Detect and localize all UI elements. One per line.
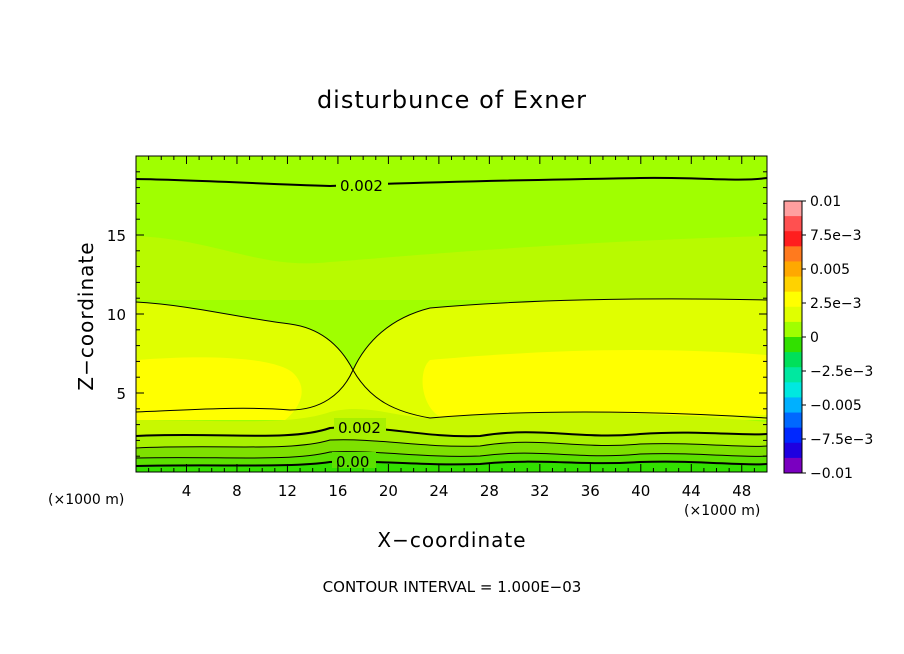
contour-line-lower-1: [136, 426, 767, 438]
colorbar-swatch: [784, 427, 802, 444]
band-core-left: [136, 357, 302, 420]
x-tick-label: 16: [328, 482, 347, 500]
contour-line-lower-4: [136, 460, 767, 467]
colorbar-label: −0.005: [810, 398, 862, 414]
colorbar-swatch: [784, 397, 802, 414]
colorbar-swatch: [784, 382, 802, 398]
x-tick-label: 8: [232, 482, 242, 500]
colorbar-label: −0.01: [810, 466, 853, 482]
contour-label-middle: 0.002: [338, 419, 381, 437]
chart-title: disturbunce of Exner: [316, 86, 588, 114]
colorbar-swatch: [784, 261, 802, 278]
x-tick-label: 28: [480, 482, 499, 500]
contour-line-right-lobe: [352, 298, 767, 419]
colorbar-swatch: [784, 291, 802, 308]
x-tick-label: 20: [379, 482, 398, 500]
y-axis-unit: (×1000 m): [48, 492, 125, 508]
colorbar-label: 0.01: [810, 194, 841, 210]
colorbar-swatch: [784, 216, 802, 232]
band-core-right: [422, 350, 767, 417]
y-tick-label: 5: [116, 385, 126, 403]
x-tick-labels: 4 8 12 16 20 24 28 32 36 40 44 48: [182, 482, 752, 500]
colorbar-swatch: [784, 276, 802, 293]
plot-area: [136, 156, 767, 472]
x-tick-label: 44: [682, 482, 701, 500]
colorbar-swatch: [784, 352, 802, 368]
colorbar-swatch: [784, 306, 802, 323]
y-tick-label: 10: [107, 306, 126, 324]
x-tick-label: 12: [278, 482, 297, 500]
colorbar-swatch: [784, 246, 802, 262]
colorbar-swatch: [784, 231, 802, 247]
contour-label-upper: 0.002: [340, 177, 383, 195]
contour-line-lower-2: [136, 439, 767, 449]
x-tick-label: 24: [429, 482, 448, 500]
x-tick-label: 4: [182, 482, 192, 500]
contour-line-upper: [136, 176, 767, 188]
colorbar-label: 7.5e−3: [810, 228, 862, 244]
colorbar-swatch: [784, 367, 802, 383]
contour-label-bg-3: [332, 452, 376, 468]
x-axis-unit: (×1000 m): [684, 503, 761, 519]
contour-line-lower-3: [136, 451, 767, 459]
colorbar-label: −2.5e−3: [810, 364, 873, 380]
colorbar-swatch: [784, 321, 802, 338]
colorbar-label: 0.005: [810, 262, 850, 278]
contour-interval-note: CONTOUR INTERVAL = 1.000E−03: [322, 578, 582, 596]
colorbar-swatch: [784, 412, 802, 429]
x-tick-label: 40: [631, 482, 650, 500]
contour-label-lower: 0.00: [336, 453, 369, 471]
colorbar-labels: 0.01 7.5e−3 0.005 2.5e−3 0 −2.5e−3 −0.005 −7.5e…: [802, 194, 873, 482]
x-tick-label: 36: [581, 482, 600, 500]
colorbar-label: −7.5e−3: [810, 432, 873, 448]
y-tick-label: 15: [107, 227, 126, 245]
x-tick-label: 32: [530, 482, 549, 500]
y-tick-labels: 5 10 15: [107, 227, 126, 403]
band-lower-5: [136, 461, 767, 472]
colorbar-swatch: [784, 457, 802, 474]
colorbar-swatch: [784, 337, 802, 353]
colorbar-swatch: [784, 201, 802, 217]
band-upper: [136, 236, 767, 300]
x-axis-label: X−coordinate: [377, 528, 527, 552]
colorbar: [784, 201, 802, 474]
contour-label-bg-2: [334, 418, 386, 434]
colorbar-swatch: [784, 442, 802, 459]
axis-ticks: [136, 156, 767, 472]
colorbar-label: 0: [810, 330, 819, 346]
x-tick-label: 48: [732, 482, 751, 500]
colorbar-label: 2.5e−3: [810, 296, 862, 312]
contour-label-bg-1: [336, 176, 388, 192]
